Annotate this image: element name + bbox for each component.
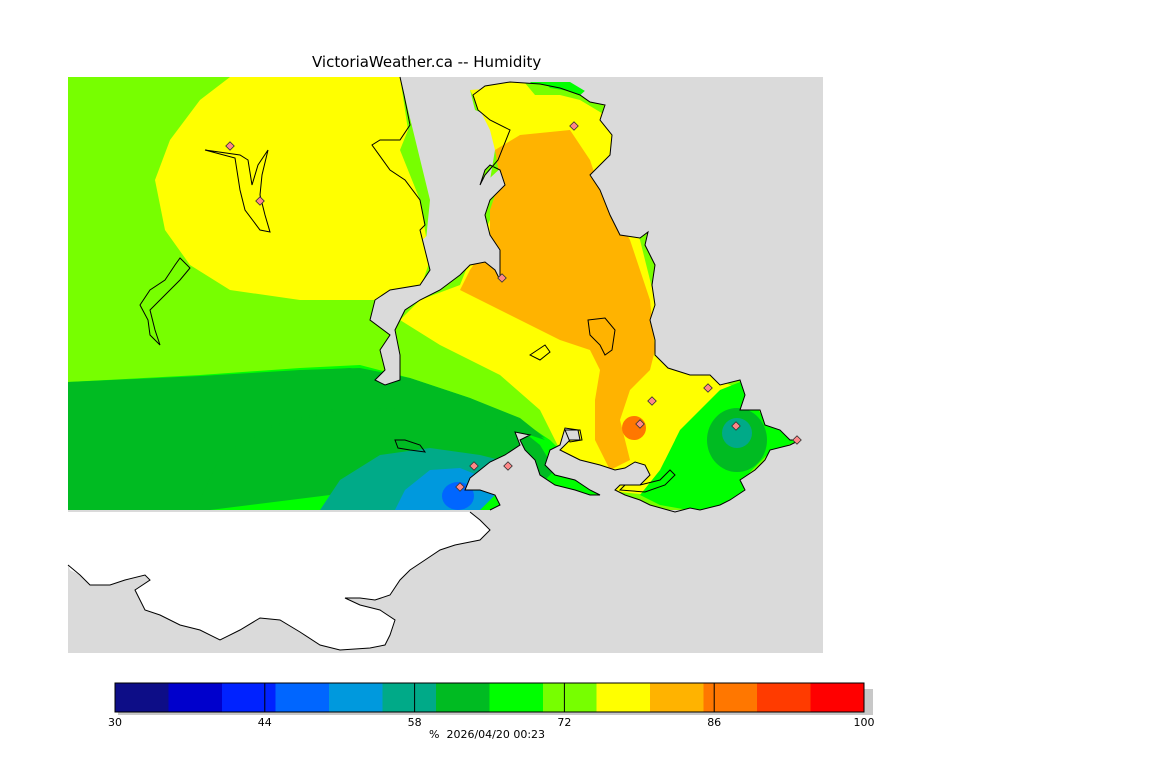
- station-markers: [225, 121, 802, 492]
- map-title: VictoriaWeather.ca -- Humidity: [312, 53, 542, 71]
- colorbar-tick-label: 58: [407, 716, 422, 729]
- station-marker: [569, 121, 579, 131]
- land-outside-grid: [68, 512, 490, 650]
- station-marker: [503, 461, 513, 471]
- station-marker: [497, 273, 507, 283]
- colorbar-tick-label: 86: [707, 716, 722, 729]
- colorbar-tick-label: 100: [853, 716, 875, 729]
- station-marker: [731, 421, 741, 431]
- station-marker: [225, 141, 235, 151]
- station-marker: [455, 482, 465, 492]
- station-marker: [792, 435, 802, 445]
- colorbar-footer: % 2026/04/20 00:23: [429, 728, 545, 741]
- timestamp: 2026/04/20 00:23: [446, 728, 546, 741]
- unit-label: %: [429, 728, 440, 741]
- station-marker: [635, 419, 645, 429]
- station-marker: [703, 383, 713, 393]
- station-marker: [647, 396, 657, 406]
- station-marker: [469, 461, 479, 471]
- coastlines: [67, 76, 801, 651]
- colorbar-tick-label: 30: [108, 716, 122, 729]
- station-marker: [255, 196, 265, 206]
- colorbar-tick-label: 44: [257, 716, 272, 729]
- colorbar-tick-label: 72: [557, 716, 572, 729]
